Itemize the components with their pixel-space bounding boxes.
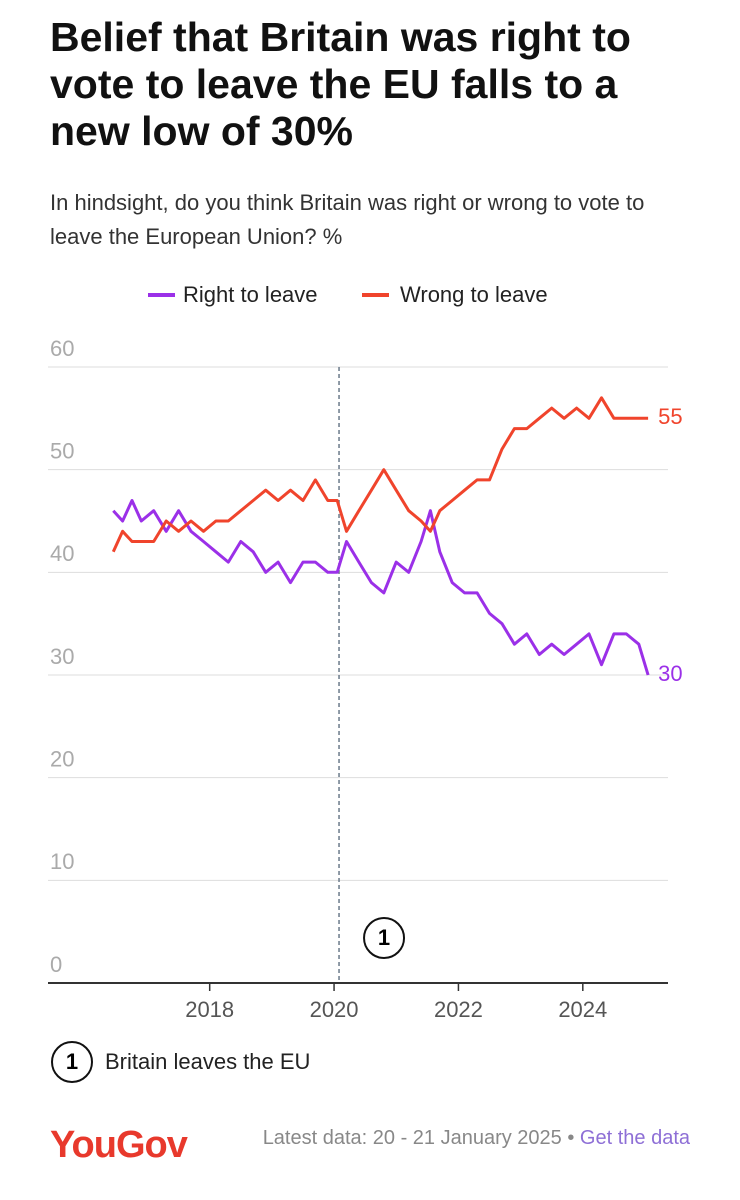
chart-subtitle: In hindsight, do you think Britain was r… <box>50 190 645 249</box>
x-tick-label: 2018 <box>185 997 234 1022</box>
footer-text: Latest data: 20 - 21 January 2025 • <box>262 1127 575 1149</box>
event-marker <box>363 917 406 959</box>
y-tick-label: 0 <box>50 952 62 977</box>
x-tick-label: 2022 <box>434 997 483 1022</box>
y-tick-label: 10 <box>50 849 74 874</box>
event-marker-label: 1 <box>378 925 390 950</box>
data-link[interactable]: Get the data <box>579 1127 690 1149</box>
y-tick-label: 60 <box>50 336 74 361</box>
y-tick-label: 40 <box>50 541 74 566</box>
footer: Latest data: 20 - 21 January 2025 • Get … <box>232 1125 690 1151</box>
chart-title: Belief that Britain was right to vote to… <box>50 14 631 154</box>
footnote-marker-label: 1 <box>66 1049 78 1074</box>
series-line <box>112 499 650 676</box>
x-tick-label: 2024 <box>558 997 607 1022</box>
end-label: 30 <box>658 661 682 686</box>
y-tick-label: 20 <box>50 746 74 771</box>
y-tick-label: 50 <box>50 438 74 463</box>
source-logo: YouGov <box>50 1124 188 1166</box>
series-line <box>111 396 649 553</box>
x-tick-label: 2020 <box>310 997 359 1022</box>
footnote-label: Britain leaves the EU <box>105 1049 310 1074</box>
legend-label: Wrong to leave <box>400 282 548 307</box>
end-label: 55 <box>658 404 682 429</box>
y-tick-label: 30 <box>50 644 74 669</box>
footnote-marker <box>51 1041 93 1083</box>
legend-label: Right to leave <box>183 282 318 307</box>
